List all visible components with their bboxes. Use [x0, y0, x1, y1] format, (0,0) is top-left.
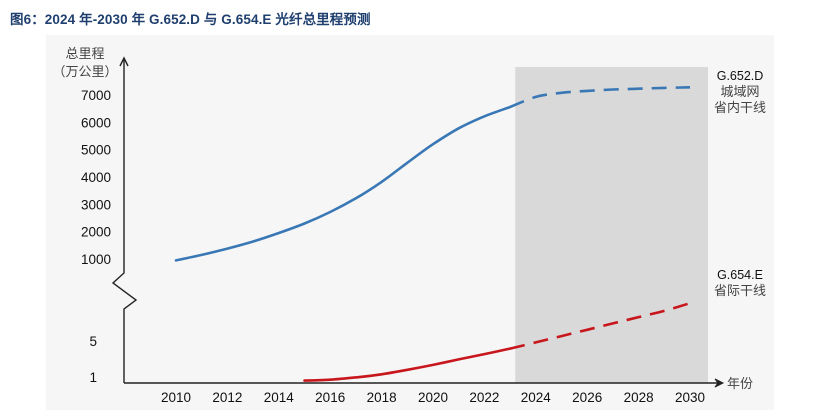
y-tick-label: 1000	[81, 252, 111, 267]
x-axis-arrow-icon	[714, 378, 725, 388]
series-g-652-d-actual-line	[174, 105, 512, 262]
x-tick-label: 2012	[212, 390, 242, 405]
series-g-654-e-forecast-line	[509, 301, 691, 350]
series-g-654-e-label: G.654.E	[717, 268, 763, 282]
x-tick-label: 2028	[624, 390, 654, 405]
y-tick-label: 6000	[81, 115, 111, 130]
x-tick-label: 2018	[367, 390, 397, 405]
series-g-652-d-label: 省内干线	[714, 100, 766, 116]
y-axis-title-line2: （万公里）	[52, 65, 117, 80]
y-axis	[111, 60, 138, 383]
y-axis-title-line1: 总里程	[65, 47, 104, 62]
y-axis-arrow-icon	[119, 56, 129, 67]
series-g-654-e-actual-line	[303, 347, 512, 382]
x-tick-label: 2030	[675, 390, 705, 405]
x-tick-label: 2010	[161, 390, 191, 405]
series-g-654-e-label: 省际干线	[714, 284, 766, 299]
y-tick-label: 2000	[81, 225, 111, 240]
series-g-652-d-label: 城域网	[720, 85, 759, 100]
series-g-652-d-forecast-line	[509, 86, 691, 109]
x-tick-label: 2026	[572, 390, 602, 405]
series-g-652-d-label: G.652.D	[717, 69, 764, 83]
x-tick-label: 2016	[315, 390, 345, 405]
y-tick-label: 4000	[81, 170, 111, 185]
y-tick-label: 5000	[81, 143, 111, 158]
forecast-region	[515, 67, 708, 383]
chart-title: 图6：2024 年-2030 年 G.652.D 与 G.654.E 光纤总里程…	[10, 12, 371, 27]
x-tick-label: 2014	[264, 390, 295, 405]
x-tick-label: 2020	[418, 390, 448, 405]
y-tick-label: 7000	[81, 88, 111, 103]
y-tick-label: 1	[89, 370, 97, 385]
x-tick-label: 2022	[469, 390, 499, 405]
y-tick-label: 5	[89, 334, 97, 349]
x-tick-label: 2024	[521, 390, 552, 405]
y-tick-label: 3000	[81, 197, 111, 212]
x-axis-title: 年份	[727, 377, 753, 392]
